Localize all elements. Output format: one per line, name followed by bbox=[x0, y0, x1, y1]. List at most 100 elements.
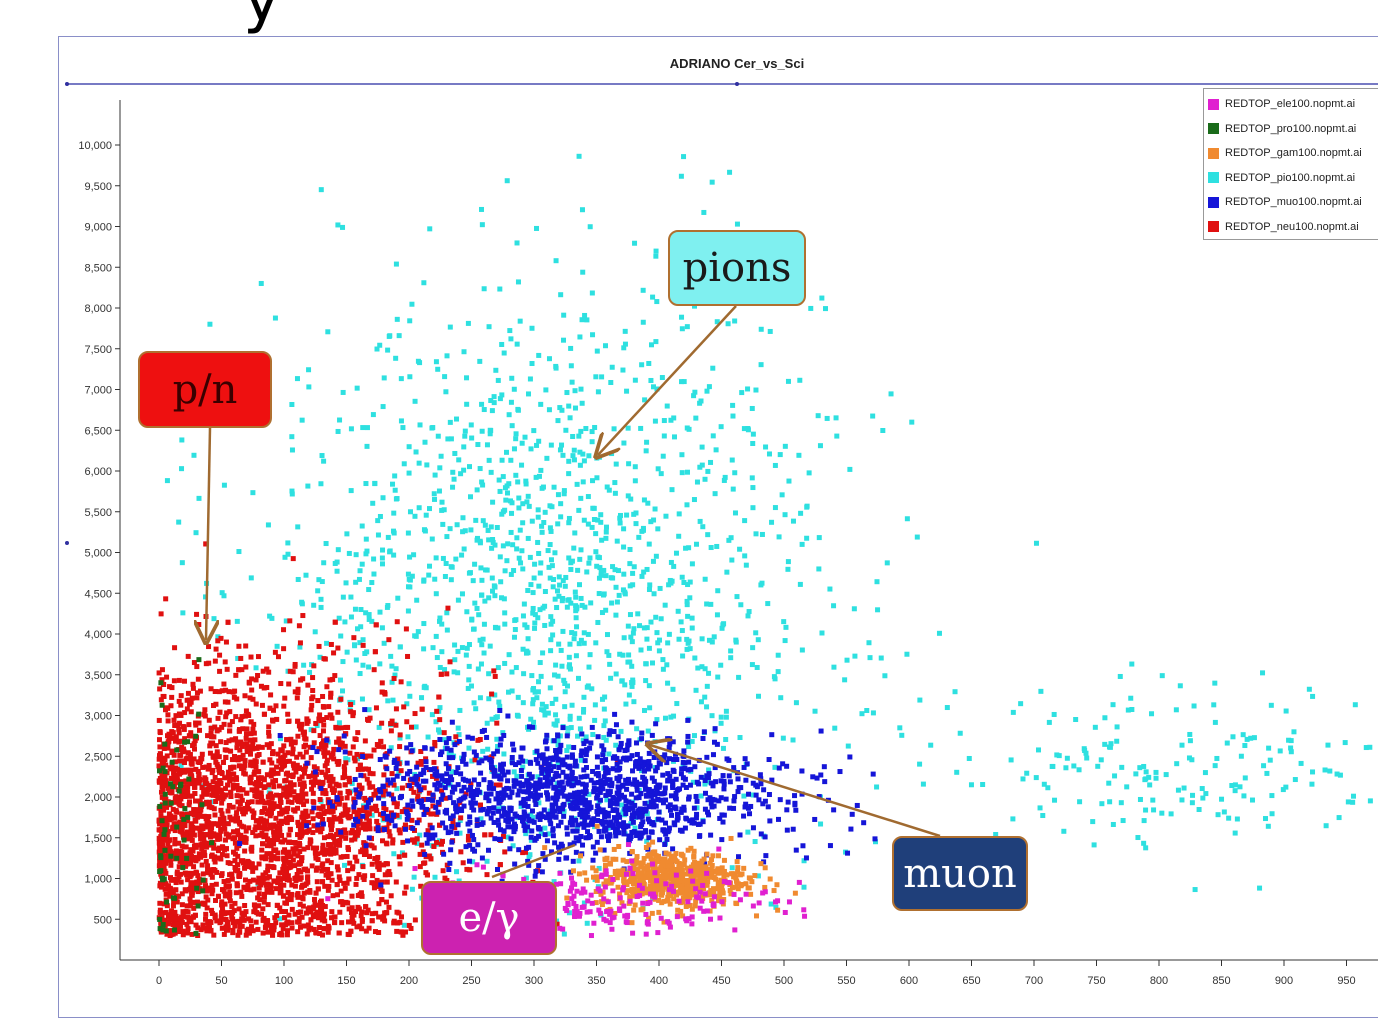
data-point bbox=[695, 480, 700, 485]
data-point bbox=[548, 576, 553, 581]
data-point bbox=[345, 795, 350, 800]
data-point bbox=[284, 809, 289, 814]
data-point bbox=[579, 638, 584, 643]
data-point bbox=[194, 880, 199, 885]
data-point bbox=[486, 696, 491, 701]
data-point bbox=[424, 513, 429, 518]
data-point bbox=[473, 518, 478, 523]
data-point bbox=[218, 795, 223, 800]
data-point bbox=[294, 755, 299, 760]
data-point bbox=[456, 726, 461, 731]
data-point bbox=[612, 426, 617, 431]
data-point bbox=[213, 659, 218, 664]
data-point bbox=[635, 611, 640, 616]
data-point bbox=[578, 496, 583, 501]
data-point bbox=[562, 932, 567, 937]
data-point bbox=[303, 814, 308, 819]
data-point bbox=[581, 479, 586, 484]
data-point bbox=[626, 426, 631, 431]
data-point bbox=[394, 804, 399, 809]
data-point bbox=[381, 744, 386, 749]
data-point bbox=[427, 506, 432, 511]
data-point bbox=[509, 400, 514, 405]
data-point bbox=[670, 487, 675, 492]
selection-handle[interactable] bbox=[65, 82, 69, 86]
data-point bbox=[439, 649, 444, 654]
data-point bbox=[726, 538, 731, 543]
data-point bbox=[226, 620, 231, 625]
data-point bbox=[536, 507, 541, 512]
data-point bbox=[316, 886, 321, 891]
data-point bbox=[1325, 743, 1330, 748]
data-point bbox=[794, 700, 799, 705]
data-point bbox=[347, 776, 352, 781]
data-point bbox=[358, 763, 363, 768]
data-point bbox=[249, 688, 254, 693]
data-point bbox=[212, 812, 217, 817]
data-point bbox=[629, 680, 634, 685]
data-point bbox=[767, 818, 772, 823]
data-point bbox=[402, 923, 407, 928]
data-point bbox=[462, 349, 467, 354]
data-point bbox=[350, 911, 355, 916]
data-point bbox=[243, 643, 248, 648]
data-point bbox=[359, 909, 364, 914]
data-point bbox=[392, 676, 397, 681]
data-point bbox=[478, 638, 483, 643]
data-point bbox=[352, 642, 357, 647]
data-point bbox=[432, 740, 437, 745]
data-point bbox=[575, 568, 580, 573]
data-point bbox=[354, 737, 359, 742]
data-point bbox=[349, 614, 354, 619]
data-point bbox=[529, 673, 534, 678]
data-point bbox=[1009, 757, 1014, 762]
data-point bbox=[628, 547, 633, 552]
data-point bbox=[1045, 785, 1050, 790]
data-point bbox=[583, 426, 588, 431]
selection-handle[interactable] bbox=[735, 82, 739, 86]
data-point bbox=[269, 768, 274, 773]
data-point bbox=[287, 618, 292, 623]
data-point bbox=[512, 769, 517, 774]
data-point bbox=[1011, 710, 1016, 715]
data-point bbox=[502, 849, 507, 854]
data-point bbox=[307, 670, 312, 675]
data-point bbox=[175, 870, 180, 875]
data-point bbox=[268, 706, 273, 711]
data-point bbox=[439, 508, 444, 513]
data-point bbox=[1111, 822, 1116, 827]
data-point bbox=[185, 706, 190, 711]
data-point bbox=[573, 388, 578, 393]
data-point bbox=[472, 700, 477, 705]
data-point bbox=[763, 444, 768, 449]
data-point bbox=[262, 895, 267, 900]
data-point bbox=[213, 760, 218, 765]
selection-handle[interactable] bbox=[65, 541, 69, 545]
data-point bbox=[227, 709, 232, 714]
data-point bbox=[203, 902, 208, 907]
data-point bbox=[1212, 681, 1217, 686]
data-point bbox=[572, 448, 577, 453]
data-point bbox=[337, 720, 342, 725]
data-point bbox=[532, 562, 537, 567]
data-point bbox=[580, 207, 585, 212]
data-point bbox=[208, 920, 213, 925]
data-point bbox=[335, 864, 340, 869]
data-point bbox=[483, 567, 488, 572]
data-point bbox=[538, 468, 543, 473]
data-point bbox=[741, 794, 746, 799]
data-point bbox=[642, 708, 647, 713]
data-point bbox=[335, 892, 340, 897]
data-point bbox=[273, 316, 278, 321]
data-point bbox=[203, 541, 208, 546]
data-point bbox=[448, 659, 453, 664]
data-point bbox=[702, 695, 707, 700]
data-point bbox=[572, 636, 577, 641]
data-point bbox=[203, 912, 208, 917]
data-point bbox=[593, 531, 598, 536]
data-point bbox=[297, 623, 302, 628]
data-point bbox=[578, 463, 583, 468]
data-point bbox=[776, 653, 781, 658]
data-point bbox=[175, 921, 180, 926]
data-point bbox=[680, 326, 685, 331]
